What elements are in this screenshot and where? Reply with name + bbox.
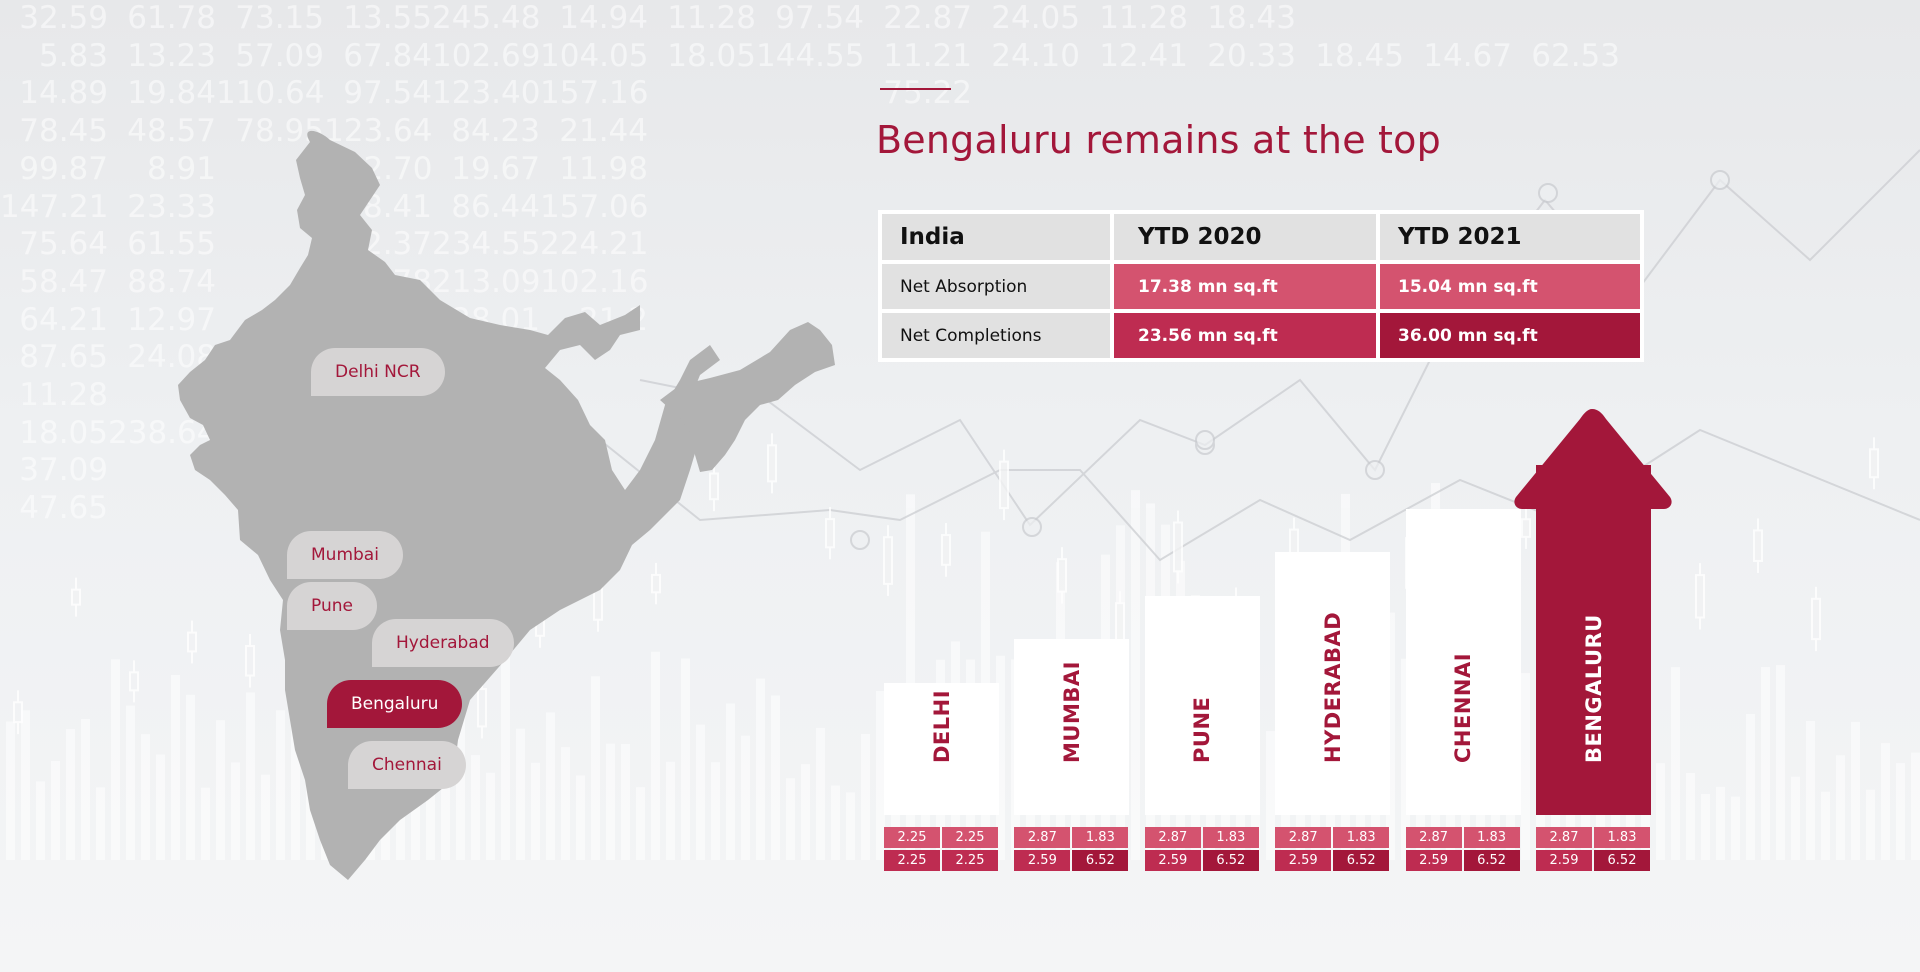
table-header-india: India bbox=[882, 214, 1110, 260]
value-cell: 2.25 bbox=[942, 827, 998, 848]
bar-value-table-delhi: 2.25 2.25 2.25 2.25 bbox=[884, 827, 999, 871]
value-cell: 2.87 bbox=[1536, 827, 1592, 848]
value-cell: 6.52 bbox=[1202, 850, 1259, 871]
value-cell: 2.25 bbox=[942, 850, 998, 871]
bar-label-delhi: DELHI bbox=[929, 689, 954, 763]
value-cell: 6.52 bbox=[1072, 850, 1129, 871]
value-cell: 6.52 bbox=[1594, 850, 1650, 871]
map-label-hyderabad[interactable]: Hyderabad bbox=[372, 619, 514, 667]
map-label-bengaluru[interactable]: Bengaluru bbox=[327, 680, 463, 728]
northeast-map-shape bbox=[660, 322, 835, 472]
table-row-label-net-absorption: Net Absorption bbox=[882, 264, 1110, 309]
value-cell: 1.83 bbox=[1072, 827, 1129, 848]
bar-value-table-mumbai: 2.87 1.83 2.59 6.52 bbox=[1014, 827, 1129, 871]
value-cell: 2.87 bbox=[1014, 827, 1071, 848]
map-label-chennai[interactable]: Chennai bbox=[348, 741, 466, 789]
bar-label-pune: PUNE bbox=[1190, 696, 1215, 763]
india-map-shape bbox=[178, 130, 720, 880]
bar-hyderabad: HYDERABAD bbox=[1275, 552, 1391, 815]
value-cell: 1.83 bbox=[1463, 827, 1520, 848]
india-summary-table: India YTD 2020 YTD 2021 Net Absorption 1… bbox=[878, 210, 1644, 362]
bar-chennai: CHENNAI bbox=[1405, 508, 1521, 815]
table-header-ytd-2021: YTD 2021 bbox=[1380, 214, 1640, 260]
bar-pune: PUNE bbox=[1144, 595, 1260, 815]
bar-delhi: DELHI bbox=[884, 683, 999, 815]
bar-bengaluru: BENGALURU bbox=[1536, 465, 1651, 815]
map-label-delhi-ncr[interactable]: Delhi NCR bbox=[311, 348, 445, 396]
table-header-ytd-2020: YTD 2020 bbox=[1114, 214, 1376, 260]
value-cell: 6.52 bbox=[1333, 850, 1390, 871]
bar-mumbai: MUMBAI bbox=[1014, 639, 1130, 815]
value-cell: 2.87 bbox=[1405, 827, 1462, 848]
bar-label-mumbai: MUMBAI bbox=[1059, 661, 1084, 763]
value-cell: 2.59 bbox=[1405, 850, 1462, 871]
page-title: Bengaluru remains at the top bbox=[876, 118, 1441, 162]
value-cell: 2.59 bbox=[1014, 850, 1071, 871]
table-cell-absorption-2021: 15.04 mn sq.ft bbox=[1380, 264, 1640, 309]
india-map bbox=[178, 130, 835, 880]
bar-value-table-hyderabad: 2.87 1.83 2.59 6.52 bbox=[1275, 827, 1390, 871]
map-label-mumbai[interactable]: Mumbai bbox=[287, 531, 403, 579]
bar-value-table-bengaluru: 2.87 1.83 2.59 6.52 bbox=[1536, 827, 1651, 871]
title-accent-line bbox=[880, 88, 951, 90]
table-row-label-net-completions: Net Completions bbox=[882, 313, 1110, 358]
bar-value-table-pune: 2.87 1.83 2.59 6.52 bbox=[1144, 827, 1260, 871]
table-cell-absorption-2020: 17.38 mn sq.ft bbox=[1114, 264, 1376, 309]
value-cell: 1.83 bbox=[1333, 827, 1390, 848]
bar-value-table-chennai: 2.87 1.83 2.59 6.52 bbox=[1405, 827, 1521, 871]
value-cell: 6.52 bbox=[1463, 850, 1520, 871]
value-cell: 2.25 bbox=[884, 850, 940, 871]
bar-label-chennai: CHENNAI bbox=[1451, 652, 1476, 763]
value-cell: 2.59 bbox=[1536, 850, 1592, 871]
value-cell: 2.59 bbox=[1275, 850, 1332, 871]
value-cell: 2.25 bbox=[884, 827, 940, 848]
value-cell: 2.87 bbox=[1144, 827, 1201, 848]
bar-label-hyderabad: HYDERABAD bbox=[1320, 611, 1345, 763]
value-cell: 2.59 bbox=[1144, 850, 1201, 871]
value-cell: 1.83 bbox=[1594, 827, 1650, 848]
map-label-pune[interactable]: Pune bbox=[287, 582, 377, 630]
table-cell-completions-2020: 23.56 mn sq.ft bbox=[1114, 313, 1376, 358]
bar-label-bengaluru: BENGALURU bbox=[1581, 614, 1606, 763]
table-cell-completions-2021: 36.00 mn sq.ft bbox=[1380, 313, 1640, 358]
value-cell: 1.83 bbox=[1202, 827, 1259, 848]
value-cell: 2.87 bbox=[1275, 827, 1332, 848]
